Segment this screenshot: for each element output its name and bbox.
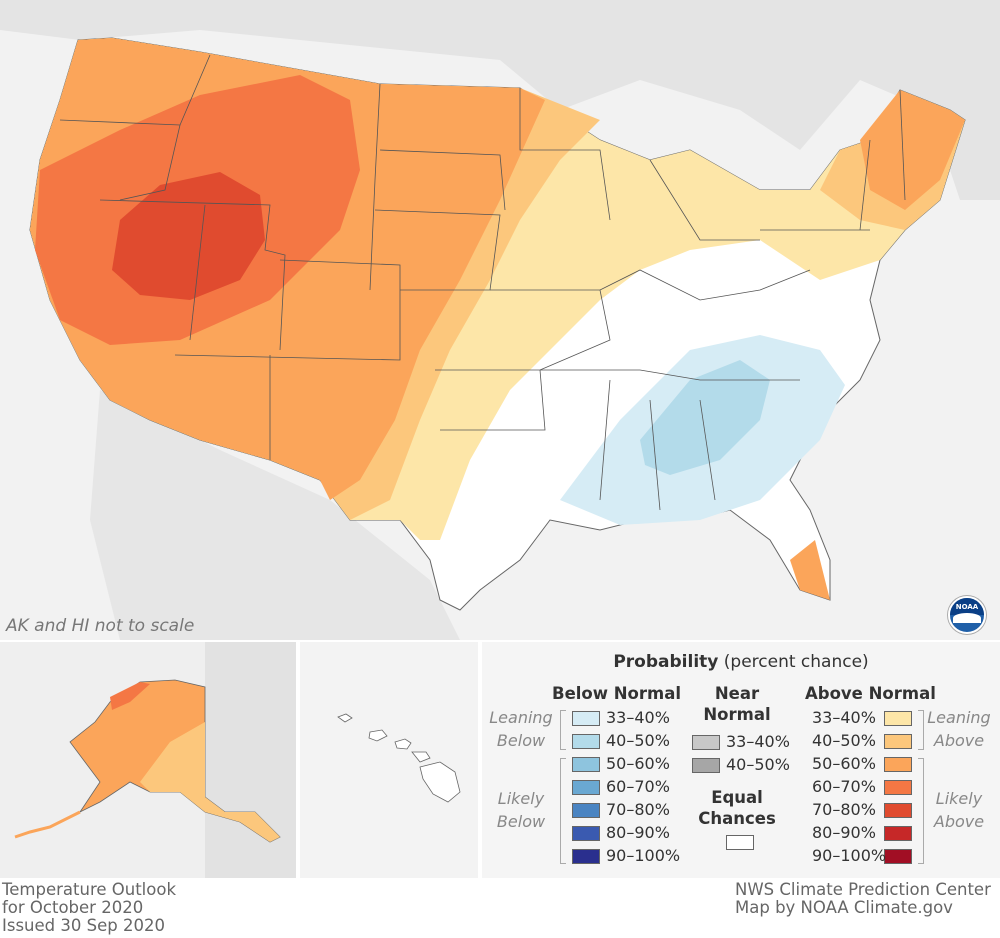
legend-title: Probability bbox=[613, 652, 719, 672]
above-normal-label-3: 60–70% bbox=[812, 777, 876, 796]
near-normal-swatch-1 bbox=[692, 758, 720, 773]
above-normal-label-2: 50–60% bbox=[812, 754, 876, 773]
leaning-below-bracket bbox=[560, 710, 566, 750]
near-normal-header-2: Normal bbox=[703, 705, 771, 724]
above-normal-swatch-0 bbox=[884, 711, 912, 726]
near-normal-label-1: 40–50% bbox=[726, 755, 790, 774]
above-50-60-fl bbox=[790, 540, 830, 600]
legend-title-row: Probability (percent chance) bbox=[482, 652, 1000, 672]
footer-issued: Issued 30 Sep 2020 bbox=[2, 916, 165, 935]
likely-above-label: Likely Above bbox=[933, 789, 985, 831]
hawaii-inset bbox=[300, 642, 478, 878]
below-normal-header: Below Normal bbox=[552, 684, 682, 703]
equal-chances-swatch bbox=[726, 835, 754, 850]
above-normal-swatch-2 bbox=[884, 757, 912, 772]
canada-land bbox=[0, 0, 1000, 200]
above-normal-header: Above Normal bbox=[805, 684, 936, 703]
below-normal-label-0: 33–40% bbox=[606, 708, 670, 727]
footer-period: for October 2020 bbox=[2, 898, 144, 917]
footer-credit-cpc: NWS Climate Prediction Center bbox=[735, 880, 991, 899]
aleutians bbox=[14, 810, 81, 839]
below-normal-swatch-3 bbox=[572, 780, 600, 795]
above-normal-swatch-6 bbox=[884, 849, 912, 864]
leaning-below-label: Leaning Below bbox=[489, 708, 553, 750]
alaska-inset bbox=[0, 642, 296, 878]
alaska-leaning bbox=[140, 722, 280, 842]
equal-chances-label-2: Chances bbox=[698, 809, 776, 828]
noaa-logo-text: NOAA bbox=[955, 603, 979, 611]
likely-above-bracket bbox=[918, 758, 924, 864]
leaning-above-bracket bbox=[918, 710, 924, 750]
above-normal-label-0: 33–40% bbox=[812, 708, 876, 727]
footer-title: Temperature Outlook bbox=[2, 880, 177, 899]
below-40-50 bbox=[640, 360, 770, 475]
state-borders bbox=[59, 54, 906, 511]
above-normal-swatch-1 bbox=[884, 734, 912, 749]
hawaii-islands bbox=[337, 713, 461, 803]
below-normal-swatch-4 bbox=[572, 803, 600, 818]
below-normal-swatch-2 bbox=[572, 757, 600, 772]
noaa-logo: NOAA bbox=[948, 596, 986, 634]
footer-right: NWS Climate Prediction Center Map by NOA… bbox=[735, 881, 991, 917]
footer-left: Temperature Outlook for October 2020 Iss… bbox=[2, 881, 176, 935]
below-normal-label-2: 50–60% bbox=[606, 754, 670, 773]
below-normal-label-3: 60–70% bbox=[606, 777, 670, 796]
mexico-land bbox=[90, 390, 460, 640]
above-normal-label-5: 80–90% bbox=[812, 823, 876, 842]
hawaii-svg bbox=[337, 713, 461, 803]
map-svg bbox=[0, 0, 1000, 640]
alaska-likely-60 bbox=[110, 682, 150, 710]
likely-below-label: Likely Below bbox=[496, 789, 546, 831]
contiguous-us-map: AK and HI not to scale NOAA bbox=[0, 0, 1000, 640]
above-normal-swatch-4 bbox=[884, 803, 912, 818]
scale-note: AK and HI not to scale bbox=[6, 616, 195, 636]
leaning-above-label: Leaning Above bbox=[927, 708, 991, 750]
footer-credit-map: Map by NOAA Climate.gov bbox=[735, 898, 953, 917]
below-normal-label-4: 70–80% bbox=[606, 800, 670, 819]
below-normal-label-6: 90–100% bbox=[606, 846, 681, 865]
near-normal-swatch-0 bbox=[692, 735, 720, 750]
near-normal-label-0: 33–40% bbox=[726, 732, 790, 751]
equal-chances-label-1: Equal bbox=[711, 788, 763, 807]
legend-panel: Probability (percent chance) Below Norma… bbox=[482, 642, 1000, 878]
alaska-svg bbox=[14, 642, 296, 878]
above-normal-label-4: 70–80% bbox=[812, 800, 876, 819]
above-normal-swatch-5 bbox=[884, 826, 912, 841]
above-normal-label-1: 40–50% bbox=[812, 731, 876, 750]
below-normal-swatch-0 bbox=[572, 711, 600, 726]
above-normal-label-6: 90–100% bbox=[812, 846, 887, 865]
legend-title-suffix: (percent chance) bbox=[723, 652, 869, 672]
near-normal-header-1: Near bbox=[714, 684, 760, 703]
below-normal-label-1: 40–50% bbox=[606, 731, 670, 750]
below-normal-label-5: 80–90% bbox=[606, 823, 670, 842]
likely-below-bracket bbox=[560, 758, 566, 864]
below-normal-swatch-1 bbox=[572, 734, 600, 749]
below-normal-swatch-5 bbox=[572, 826, 600, 841]
above-normal-swatch-3 bbox=[884, 780, 912, 795]
below-normal-swatch-6 bbox=[572, 849, 600, 864]
above-50-60-ne bbox=[860, 90, 965, 210]
